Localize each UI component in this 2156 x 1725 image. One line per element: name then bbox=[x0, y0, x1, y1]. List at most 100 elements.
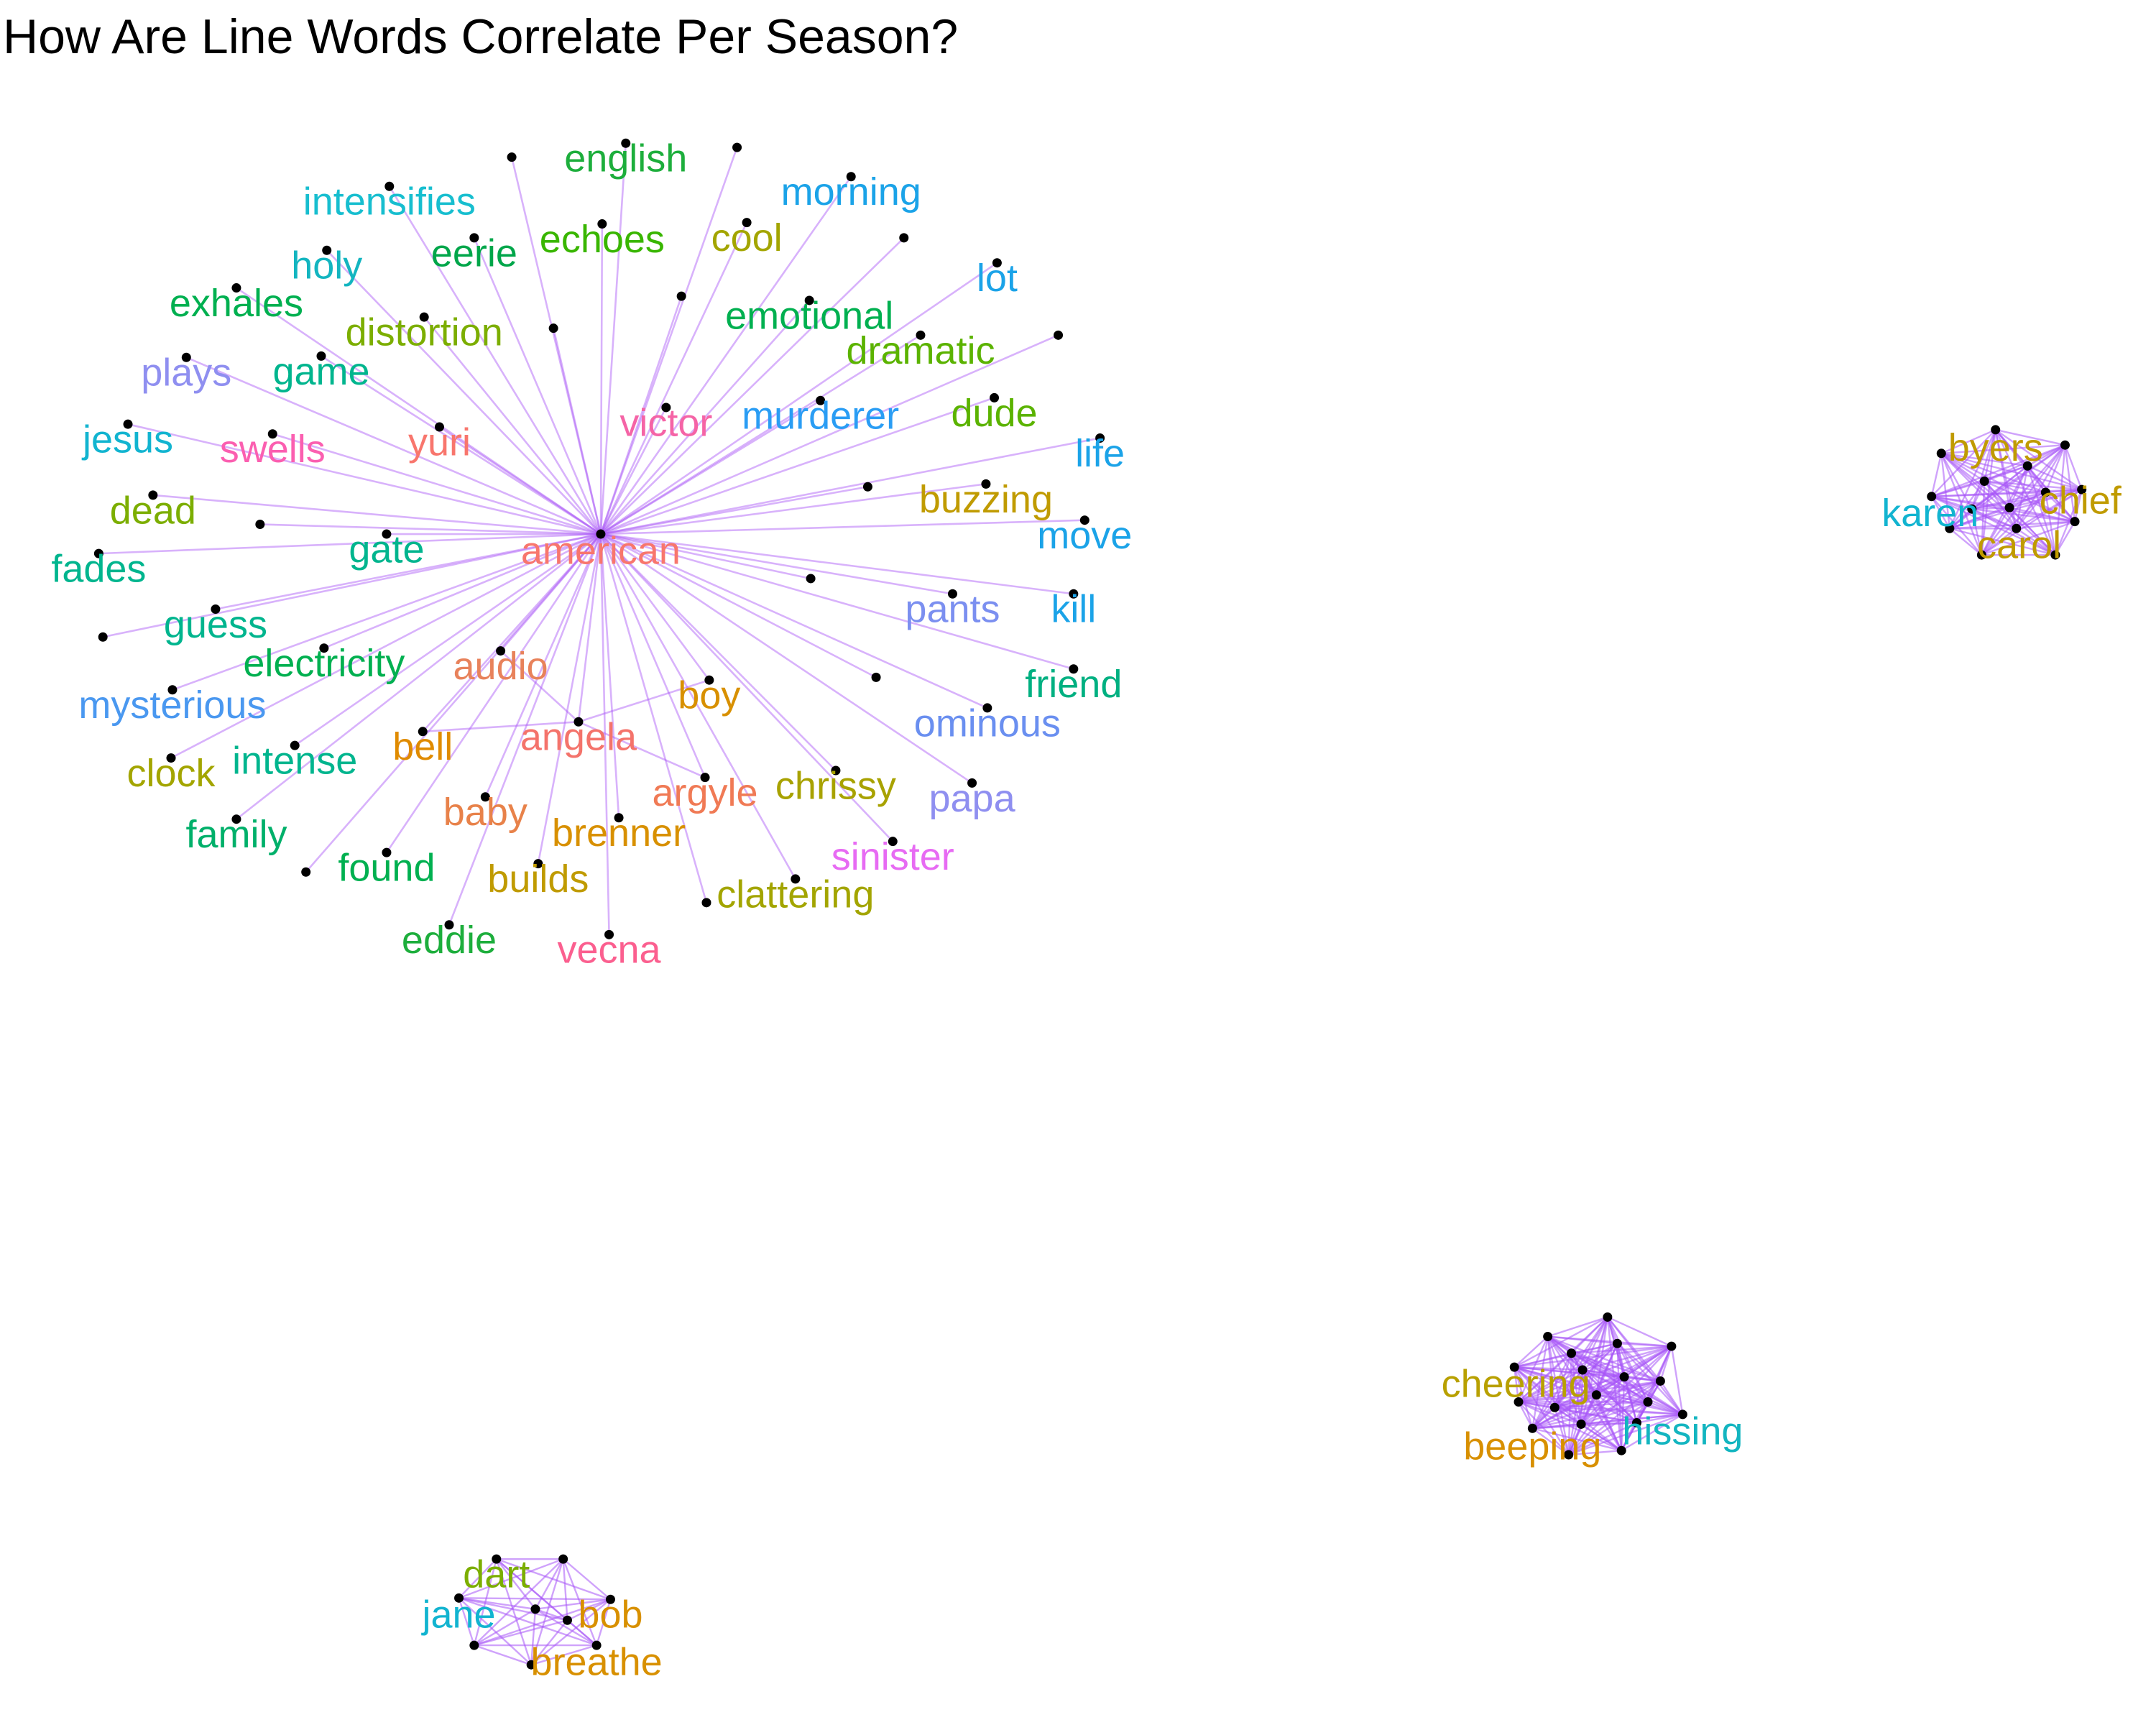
node-label-distortion: distortion bbox=[346, 311, 503, 354]
cluster-hissing-edge bbox=[1568, 1450, 1622, 1456]
node-label-boy: boy bbox=[678, 674, 740, 717]
cluster-jane-edge bbox=[562, 1559, 568, 1621]
cluster-hissing-edge bbox=[1623, 1376, 1661, 1382]
node-swells bbox=[267, 429, 277, 439]
edge-american-sinister bbox=[599, 533, 894, 842]
cluster-byers-edge bbox=[1931, 444, 2065, 497]
edge-american-unlabeled-2 bbox=[600, 236, 905, 535]
cluster-hissing-node bbox=[1509, 1362, 1519, 1372]
cluster-hissing-edge bbox=[1606, 1316, 1684, 1415]
edge-american-vecna bbox=[599, 534, 610, 935]
node-label-sinister: sinister bbox=[831, 835, 954, 878]
edge-american-chrissy bbox=[599, 533, 837, 771]
edge-american-unlabeled-11 bbox=[305, 533, 602, 873]
cluster-hissing-edge bbox=[1582, 1345, 1672, 1371]
node-label-byers: byers bbox=[1948, 426, 2043, 469]
edge-american-unlabeled-12 bbox=[599, 533, 708, 903]
cluster-jane-edge bbox=[458, 1558, 497, 1599]
cluster-hissing-edge bbox=[1531, 1394, 1597, 1430]
edge-american-move bbox=[600, 519, 1085, 535]
cluster-hissing-edge bbox=[1621, 1422, 1638, 1451]
edge-american-swells bbox=[272, 433, 602, 535]
cluster-hissing-edge bbox=[1514, 1366, 1520, 1402]
cluster-byers-edge bbox=[1949, 507, 2010, 530]
cluster-jane-node bbox=[562, 1615, 572, 1625]
cluster-hissing-node bbox=[1514, 1397, 1524, 1407]
node-jesus bbox=[123, 419, 133, 429]
cluster-byers-node bbox=[2022, 461, 2032, 471]
cluster-byers-node bbox=[2012, 523, 2022, 533]
node-label-eerie: eerie bbox=[431, 231, 517, 275]
cluster-jane-node bbox=[558, 1554, 568, 1564]
node-intensifies bbox=[384, 181, 395, 191]
cluster-hissing-edge bbox=[1531, 1407, 1556, 1430]
edge-american-unlabeled-1 bbox=[599, 147, 738, 535]
edge-american-dead bbox=[152, 494, 602, 535]
cluster-jane-edge bbox=[530, 1609, 537, 1665]
node-label-swells: swells bbox=[220, 428, 326, 471]
cluster-jane-edge bbox=[530, 1644, 597, 1666]
node-family bbox=[231, 814, 241, 824]
node-cool bbox=[742, 218, 752, 228]
cluster-byers-edge bbox=[2009, 507, 2076, 523]
cluster-jane-edge bbox=[495, 1558, 536, 1610]
cluster-jane-edge bbox=[530, 1598, 612, 1666]
cluster-hissing-edge bbox=[1568, 1422, 1638, 1456]
node-clock bbox=[166, 753, 176, 763]
cluster-hissing-edge bbox=[1531, 1353, 1572, 1429]
edge-american-electricity bbox=[323, 533, 602, 649]
edge-american-unlabeled-9 bbox=[600, 533, 877, 678]
cluster-byers-edge bbox=[1984, 480, 2017, 529]
cluster-byers-node bbox=[1967, 504, 1977, 514]
node-dead bbox=[148, 490, 158, 500]
node-dude bbox=[990, 392, 1000, 402]
cluster-byers-edge bbox=[1940, 452, 2046, 494]
edge-american-guess bbox=[215, 533, 602, 610]
node-builds bbox=[533, 859, 543, 869]
cluster-byers-node bbox=[2077, 484, 2087, 494]
cluster-jane-edge bbox=[458, 1597, 532, 1666]
node-label-dude: dude bbox=[951, 392, 1037, 435]
node-label-builds: builds bbox=[487, 857, 589, 901]
cluster-hissing-edge bbox=[1532, 1427, 1622, 1452]
cluster-hissing-node bbox=[1549, 1402, 1560, 1412]
edge-american-unlabeled-8 bbox=[600, 533, 811, 580]
cluster-jane-edge bbox=[459, 1597, 597, 1647]
cluster-hissing-node bbox=[1616, 1445, 1626, 1455]
edge-american-life bbox=[600, 437, 1100, 535]
edge-american-friend bbox=[600, 533, 1074, 670]
cluster-jane-node bbox=[469, 1640, 479, 1650]
node-label-karen: karen bbox=[1881, 492, 1978, 535]
node-unlabeled-9 bbox=[871, 672, 881, 682]
cluster-jane-edge bbox=[535, 1608, 568, 1622]
cluster-byers-node bbox=[1927, 492, 1937, 502]
cluster-hissing-edge bbox=[1554, 1407, 1570, 1455]
cluster-byers-node bbox=[2004, 502, 2014, 512]
node-label-life: life bbox=[1075, 432, 1125, 475]
cluster-hissing-edge bbox=[1532, 1401, 1649, 1430]
edge-american-mysterious bbox=[172, 533, 602, 691]
edge-angela-bell bbox=[423, 720, 579, 733]
cluster-byers-edge bbox=[1940, 452, 2076, 523]
node-label-bell: bell bbox=[392, 725, 453, 768]
cluster-hissing-node bbox=[1619, 1372, 1629, 1382]
node-label-plays: plays bbox=[141, 351, 231, 395]
cluster-hissing-edge bbox=[1636, 1413, 1683, 1424]
node-move bbox=[1079, 515, 1089, 525]
cluster-jane-node bbox=[591, 1640, 602, 1650]
cluster-byers-edge bbox=[2064, 444, 2083, 490]
cluster-hissing-edge bbox=[1514, 1345, 1672, 1368]
cluster-byers-node bbox=[2040, 487, 2050, 497]
node-label-fades: fades bbox=[51, 548, 146, 591]
edge-angela-audio bbox=[499, 650, 579, 723]
cluster-hissing-edge bbox=[1518, 1376, 1625, 1403]
cluster-jane-edge bbox=[474, 1644, 532, 1666]
cluster-hissing-node bbox=[1543, 1332, 1553, 1342]
cluster-jane-edge bbox=[474, 1558, 564, 1646]
node-label-buzzing: buzzing bbox=[919, 478, 1053, 521]
cluster-hissing-edge bbox=[1518, 1368, 1583, 1403]
edge-american-kill bbox=[600, 533, 1074, 595]
node-victor bbox=[661, 402, 671, 413]
edge-american-audio bbox=[499, 533, 602, 652]
edge-american-dramatic bbox=[600, 334, 921, 535]
